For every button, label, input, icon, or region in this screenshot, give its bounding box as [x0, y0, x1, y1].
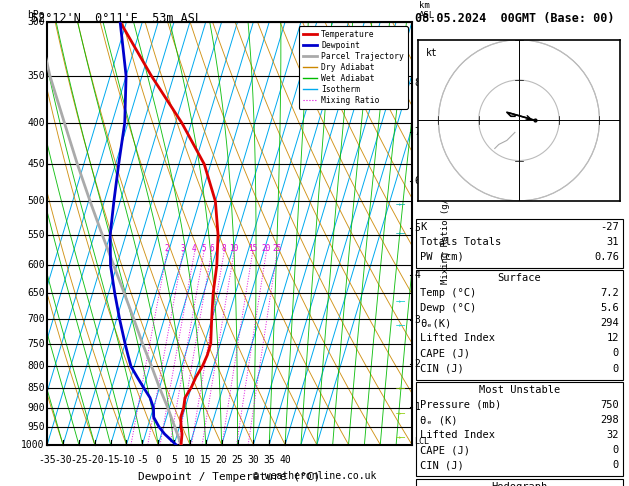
Text: kt: kt — [426, 48, 438, 58]
Text: Temp (°C): Temp (°C) — [420, 288, 476, 298]
Text: 15: 15 — [200, 455, 212, 465]
Text: 750: 750 — [27, 339, 45, 348]
Text: CAPE (J): CAPE (J) — [420, 445, 470, 455]
Text: Lifted Index: Lifted Index — [420, 333, 495, 344]
Text: 30: 30 — [247, 455, 259, 465]
Text: 5: 5 — [415, 223, 420, 233]
Text: 08.05.2024  00GMT (Base: 00): 08.05.2024 00GMT (Base: 00) — [415, 12, 615, 25]
Text: Dewp (°C): Dewp (°C) — [420, 303, 476, 313]
Text: 900: 900 — [27, 403, 45, 413]
Text: 600: 600 — [27, 260, 45, 270]
Text: 2: 2 — [165, 244, 169, 253]
Text: Mixing Ratio (g/kg): Mixing Ratio (g/kg) — [441, 182, 450, 284]
Text: 3: 3 — [181, 244, 185, 253]
Text: 0: 0 — [613, 460, 619, 470]
Text: θₑ(K): θₑ(K) — [420, 318, 452, 329]
Text: 7.2: 7.2 — [600, 288, 619, 298]
Text: →‒: →‒ — [396, 297, 406, 306]
Text: © weatheronline.co.uk: © weatheronline.co.uk — [253, 471, 376, 481]
Text: -35: -35 — [38, 455, 56, 465]
Text: 35: 35 — [264, 455, 275, 465]
Text: -30: -30 — [54, 455, 72, 465]
Legend: Temperature, Dewpoint, Parcel Trajectory, Dry Adiabat, Wet Adiabat, Isotherm, Mi: Temperature, Dewpoint, Parcel Trajectory… — [299, 26, 408, 109]
Text: 15: 15 — [248, 244, 257, 253]
Text: 5: 5 — [201, 244, 206, 253]
Text: 25: 25 — [272, 244, 282, 253]
Text: 950: 950 — [27, 422, 45, 432]
Text: -25: -25 — [70, 455, 87, 465]
Text: 10: 10 — [184, 455, 196, 465]
Text: Surface: Surface — [498, 273, 542, 283]
Text: 31: 31 — [606, 237, 619, 247]
Text: Lifted Index: Lifted Index — [420, 430, 495, 440]
Text: LCL: LCL — [415, 436, 430, 446]
Text: 20: 20 — [262, 244, 270, 253]
Text: →‒: →‒ — [396, 229, 406, 238]
Text: θₑ (K): θₑ (K) — [420, 415, 458, 425]
Text: 3: 3 — [415, 315, 420, 325]
Text: 8: 8 — [221, 244, 226, 253]
Text: 850: 850 — [27, 382, 45, 393]
Text: 1: 1 — [415, 402, 420, 412]
Text: 32: 32 — [606, 430, 619, 440]
Text: 550: 550 — [27, 230, 45, 240]
Text: CIN (J): CIN (J) — [420, 460, 464, 470]
Text: 400: 400 — [27, 118, 45, 128]
Text: 298: 298 — [600, 415, 619, 425]
Text: →‒: →‒ — [396, 409, 406, 417]
Text: 8: 8 — [415, 78, 420, 88]
Text: 1000: 1000 — [21, 440, 45, 450]
Text: Totals Totals: Totals Totals — [420, 237, 501, 247]
Text: 52°12'N  0°11'E  53m ASL: 52°12'N 0°11'E 53m ASL — [31, 12, 203, 25]
Text: -10: -10 — [118, 455, 135, 465]
Text: →‒: →‒ — [396, 200, 406, 208]
Text: 750: 750 — [600, 400, 619, 410]
Text: K: K — [420, 222, 426, 232]
Text: 350: 350 — [27, 71, 45, 81]
Text: 0: 0 — [613, 364, 619, 374]
Text: →‒: →‒ — [396, 321, 406, 330]
Text: 25: 25 — [231, 455, 243, 465]
Text: 800: 800 — [27, 361, 45, 371]
Text: km
ASL: km ASL — [420, 1, 435, 20]
Text: 6: 6 — [209, 244, 214, 253]
Text: 650: 650 — [27, 288, 45, 298]
Text: 7: 7 — [415, 127, 420, 138]
Text: 294: 294 — [600, 318, 619, 329]
Text: 0: 0 — [155, 455, 161, 465]
Text: 500: 500 — [27, 196, 45, 206]
Text: PW (cm): PW (cm) — [420, 252, 464, 262]
Text: CAPE (J): CAPE (J) — [420, 348, 470, 359]
Text: 4: 4 — [192, 244, 197, 253]
Text: 700: 700 — [27, 314, 45, 325]
Text: 450: 450 — [27, 159, 45, 169]
Text: Dewpoint / Temperature (°C): Dewpoint / Temperature (°C) — [138, 472, 321, 482]
Text: 4: 4 — [415, 270, 420, 279]
Text: 20: 20 — [216, 455, 228, 465]
Text: Most Unstable: Most Unstable — [479, 385, 560, 395]
Text: -27: -27 — [600, 222, 619, 232]
Text: 300: 300 — [27, 17, 45, 27]
Text: →‒: →‒ — [396, 433, 406, 442]
Text: 6: 6 — [415, 176, 420, 186]
Text: 5.6: 5.6 — [600, 303, 619, 313]
Text: -5: -5 — [136, 455, 148, 465]
Text: →‒: →‒ — [396, 384, 406, 393]
Text: 40: 40 — [279, 455, 291, 465]
Text: 2: 2 — [415, 359, 420, 369]
Text: 12: 12 — [606, 333, 619, 344]
Text: 5: 5 — [171, 455, 177, 465]
Text: 10: 10 — [229, 244, 238, 253]
Text: hPa: hPa — [27, 10, 45, 20]
Text: 0: 0 — [613, 445, 619, 455]
Text: Pressure (mb): Pressure (mb) — [420, 400, 501, 410]
Text: 0.76: 0.76 — [594, 252, 619, 262]
Text: 0: 0 — [613, 348, 619, 359]
Text: CIN (J): CIN (J) — [420, 364, 464, 374]
Text: -15: -15 — [102, 455, 120, 465]
Text: -20: -20 — [86, 455, 104, 465]
Text: Hodograph: Hodograph — [491, 482, 548, 486]
